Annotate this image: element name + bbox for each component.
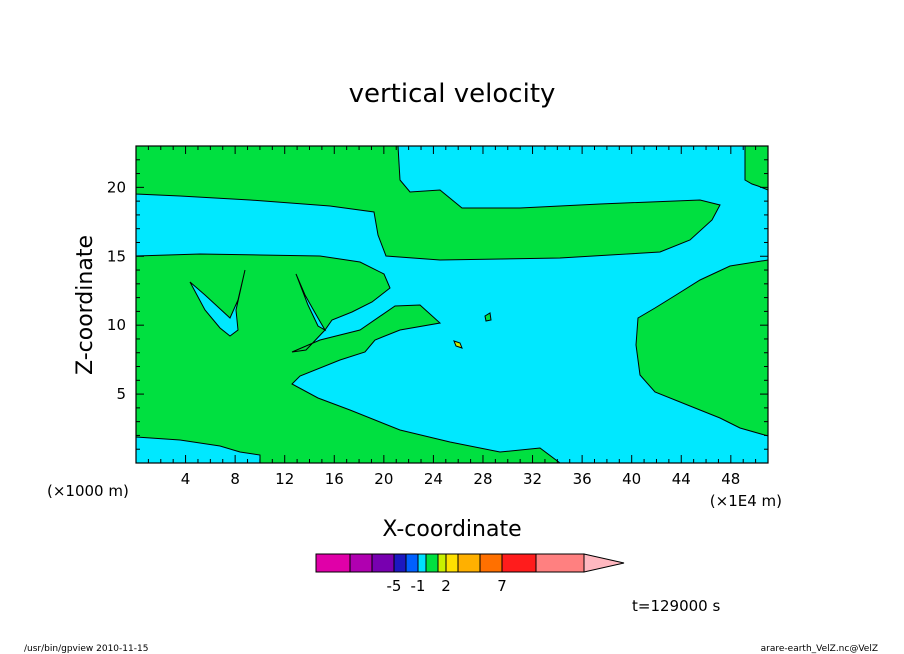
time-label: t=129000 s [632,597,720,615]
x-tick-label: 20 [374,470,393,488]
x-tick-label: 28 [473,470,492,488]
x-unit-label: (×1E4 m) [710,492,782,510]
y-tick-label: 20 [107,178,126,196]
footer-right: arare-earth_VelZ.nc@VelZ [761,644,878,654]
region-top-left [135,145,721,261]
notch-left [189,269,246,337]
colorbar-box [405,553,419,573]
colorbar [315,553,625,573]
x-tick-label: 36 [573,470,592,488]
x-tick-label: 48 [721,470,740,488]
x-tick-label: 12 [275,470,294,488]
x-tick-label: 16 [325,470,344,488]
colorbar-box [457,553,481,573]
y-tick-label: 5 [116,385,126,403]
colorbar-box [445,553,459,573]
chart-title: vertical velocity [349,79,556,109]
colorbar-box [425,553,439,573]
x-tick-label: 40 [622,470,641,488]
colorbar-box [535,553,585,573]
notch-middle [295,273,327,332]
colorbar-box [371,553,395,573]
colorbar-label: -5 [387,577,402,595]
x-axis-ticks: 4 8 12 16 20 24 28 32 36 40 44 48 [147,146,757,488]
y-tick-label: 10 [107,316,126,334]
colorbar-box [315,553,351,573]
y-tick-label: 15 [107,247,126,265]
contour-regions [135,145,769,464]
colorbar-box [479,553,503,573]
colorbar-arrow [583,553,625,573]
colorbar-box [417,553,427,573]
colorbar-box [349,553,373,573]
x-tick-label: 8 [230,470,240,488]
y-axis-ticks: 5 10 15 20 [107,159,768,450]
small-patch-2 [453,340,463,349]
region-right [635,259,769,437]
colorbar-label: 2 [441,577,451,595]
x-tick-label: 44 [672,470,691,488]
x-tick-label: 24 [424,470,443,488]
x-tick-label: 32 [523,470,542,488]
x-tick-label: 4 [181,470,191,488]
small-patch-1 [484,312,492,322]
colorbar-label: 7 [497,577,507,595]
colorbar-labels: -5 -1 2 7 [387,577,507,595]
colorbar-box [393,553,407,573]
colorbar-label: -1 [411,577,426,595]
y-unit-label: (×1000 m) [47,482,129,500]
region-middle-left [135,253,562,464]
colorbar-box [437,553,447,573]
footer-left: /usr/bin/gpview 2010-11-15 [24,644,148,654]
colorbar-box [501,553,537,573]
y-axis-label: Z-coordinate [73,235,98,375]
x-axis-label: X-coordinate [382,517,521,542]
plot-area [135,145,769,464]
plot-frame [135,145,769,464]
